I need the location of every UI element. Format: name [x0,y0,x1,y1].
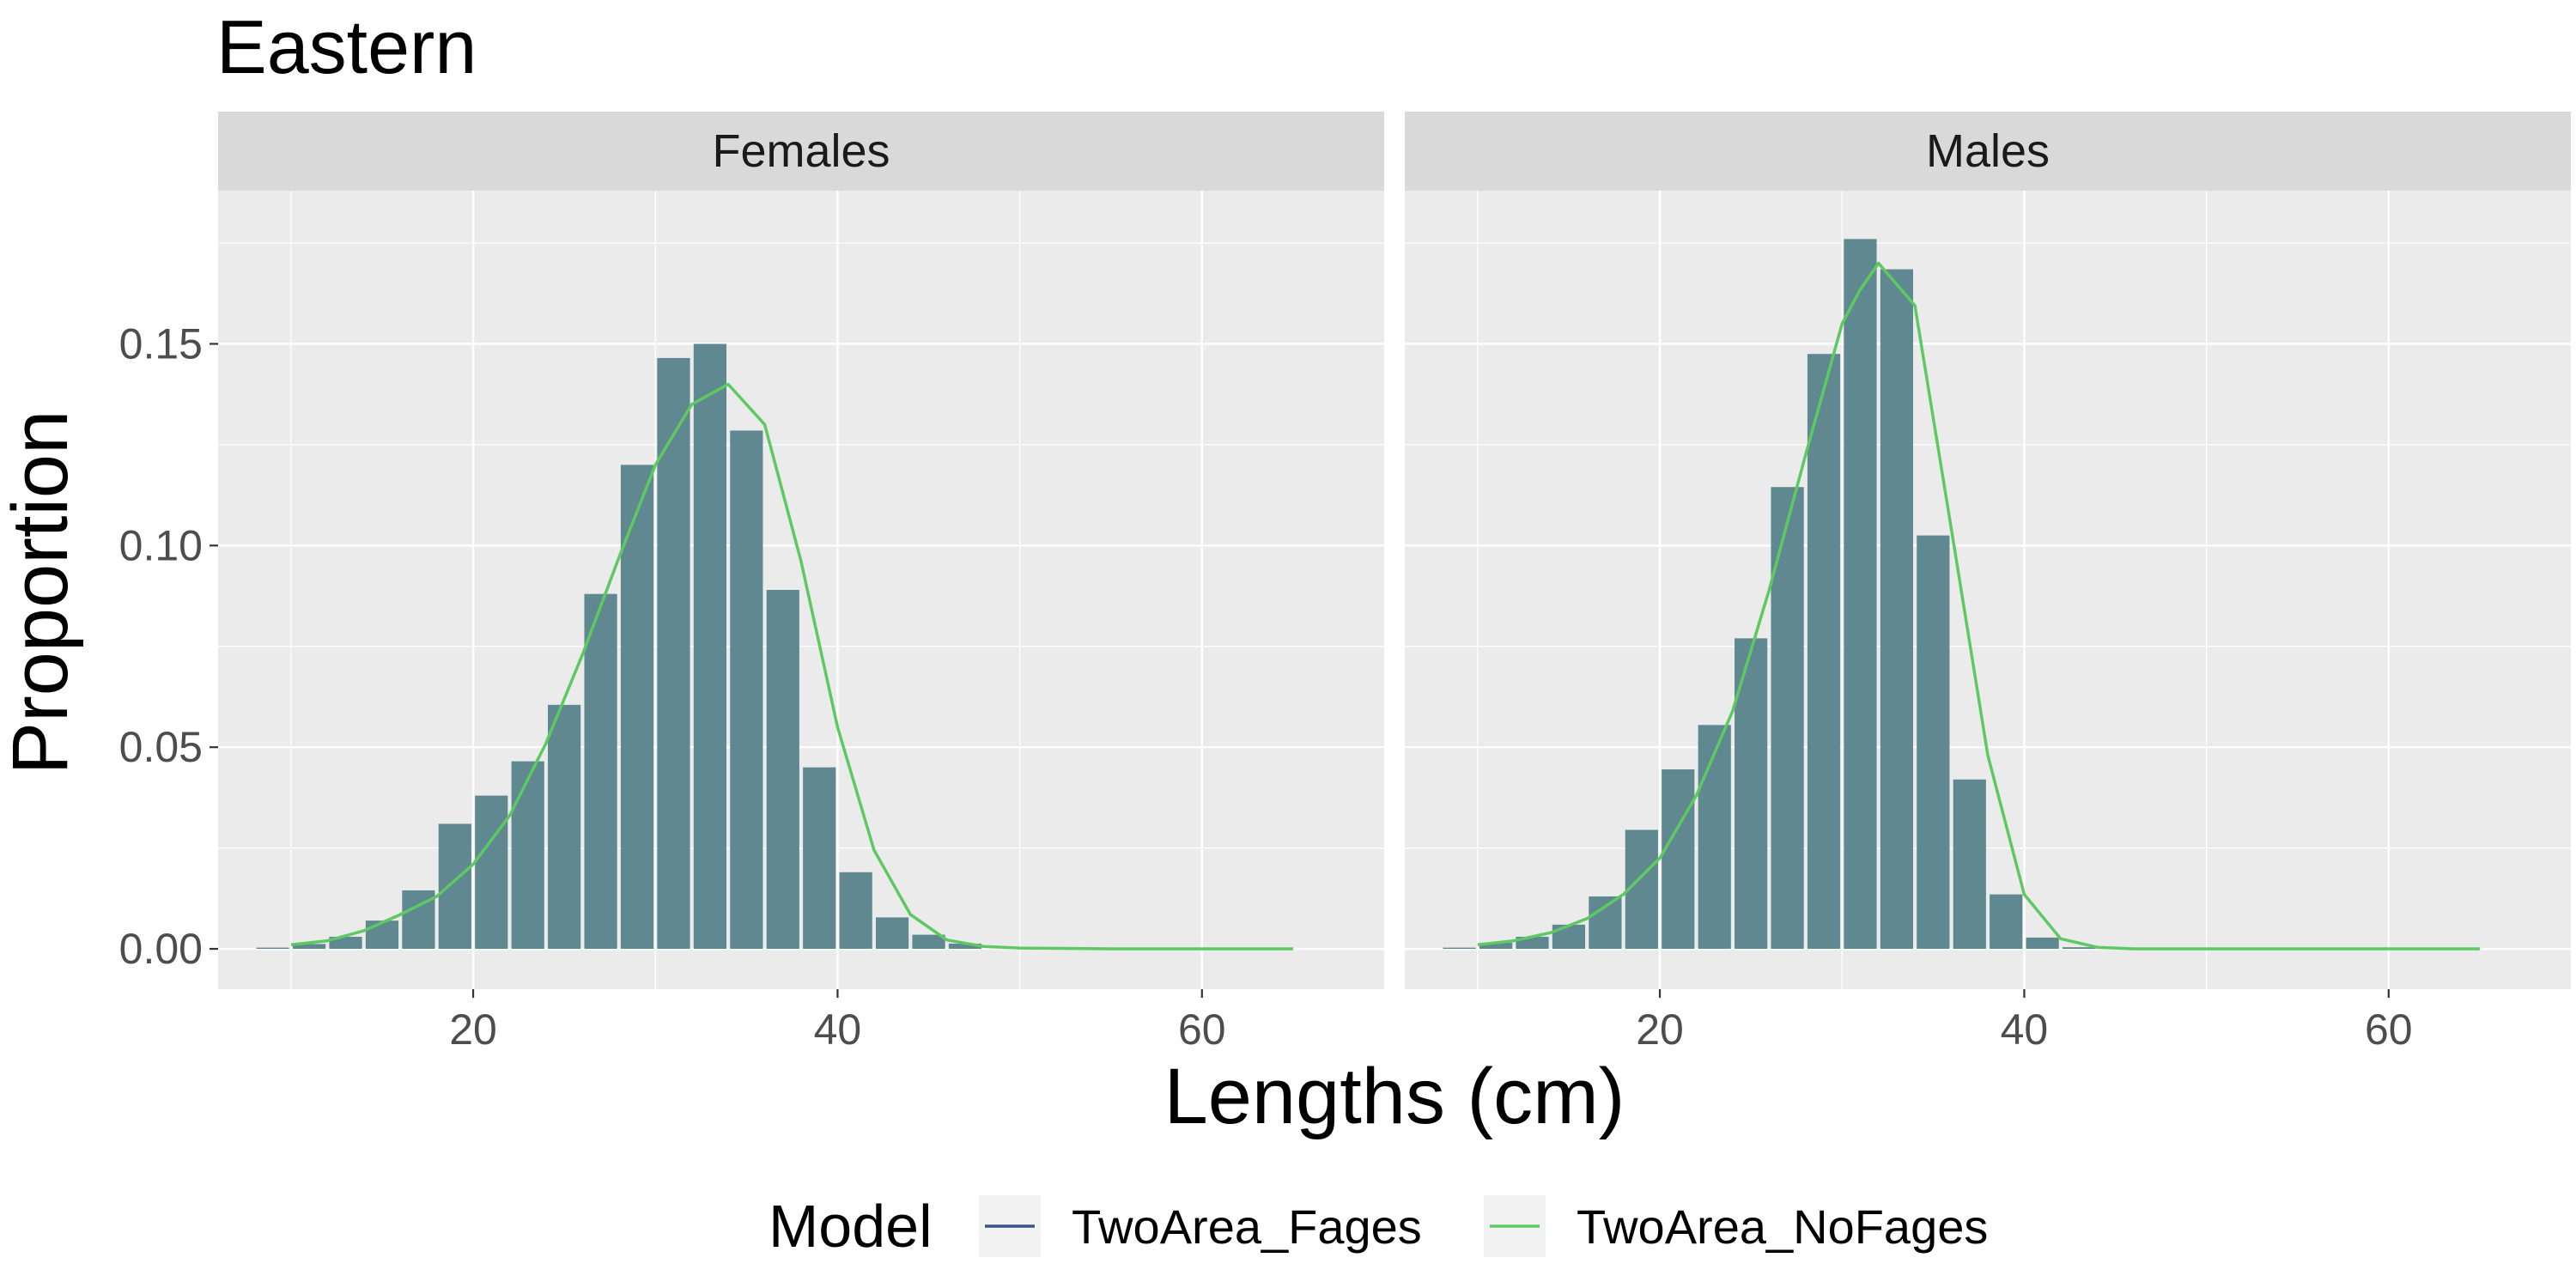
series-line-twoarea-nofages [1477,261,2480,951]
bar [657,357,690,950]
bar [1844,239,1877,950]
panel-males: Males 20 40 60 [1405,112,2571,1054]
bar [1552,924,1586,950]
bar [1662,769,1695,950]
bar [475,795,508,950]
panel-females-x-axis: 20 40 60 [449,989,1226,1054]
series-line-twoarea-nofages [290,382,1293,951]
bar [2062,947,2096,950]
strip-females-background [218,112,1384,191]
bar [803,767,836,950]
x-tick-label: 60 [1178,1005,1226,1054]
bar [438,823,471,950]
panel-females-bars [256,343,982,950]
bar [948,943,982,950]
bar [875,917,909,950]
bar [1625,829,1658,950]
bar [839,872,872,950]
y-tick-label: 0.15 [119,319,203,368]
legend-label-twoarea-fages: TwoArea_Fages [1072,1200,1422,1254]
x-tick-label: 20 [1636,1005,1684,1054]
panel-females: Females 20 40 60 [218,112,1384,1054]
y-tick-label: 0.00 [119,925,203,973]
x-axis-title: Lengths (cm) [1164,1053,1625,1140]
bar [730,430,763,950]
bar [1953,779,1986,950]
bar [256,947,289,950]
panel-males-x-axis: 20 40 60 [1636,989,2413,1054]
strip-males-background [1405,112,2571,191]
bar [292,944,326,950]
x-tick-label: 60 [2365,1005,2413,1054]
y-axis-title: Proportion [0,410,84,775]
bar [1589,896,1622,950]
bar [1880,269,1914,950]
panel-females-lines [290,382,1293,951]
legend-label-twoarea-nofages: TwoArea_NoFages [1577,1200,1988,1254]
bar [1698,725,1731,950]
panel-females-background [218,191,1384,989]
legend-title: Model [769,1193,933,1260]
panel-males-background [1405,191,2571,989]
bar [912,934,945,950]
bar [1807,354,1841,950]
y-tick-label: 0.10 [119,521,203,569]
bar [1479,942,1513,950]
x-tick-label: 40 [814,1005,862,1054]
legend: Model TwoArea_Fages TwoArea_NoFages [769,1193,1988,1260]
bar [365,920,399,950]
panel-males-bars [1443,239,2096,950]
bar [2026,937,2059,950]
chart-title: Eastern [216,4,477,89]
bar [548,704,581,950]
bar [584,593,617,950]
bar [693,343,727,950]
bar [766,590,799,950]
bar [511,761,544,950]
bar [1990,894,2023,950]
strip-males-label: Males [1926,125,2050,177]
bar [329,936,362,950]
strip-females-label: Females [712,125,890,177]
bar [1443,947,1476,950]
y-tick-label: 0.05 [119,723,203,771]
bar [620,465,654,950]
bar [1771,487,1804,950]
x-tick-label: 20 [449,1005,497,1054]
y-axis: 0.00 0.05 0.10 0.15 [119,319,218,973]
x-tick-label: 40 [2001,1005,2049,1054]
panel-males-lines [1477,261,2480,951]
bar [1917,535,1950,950]
